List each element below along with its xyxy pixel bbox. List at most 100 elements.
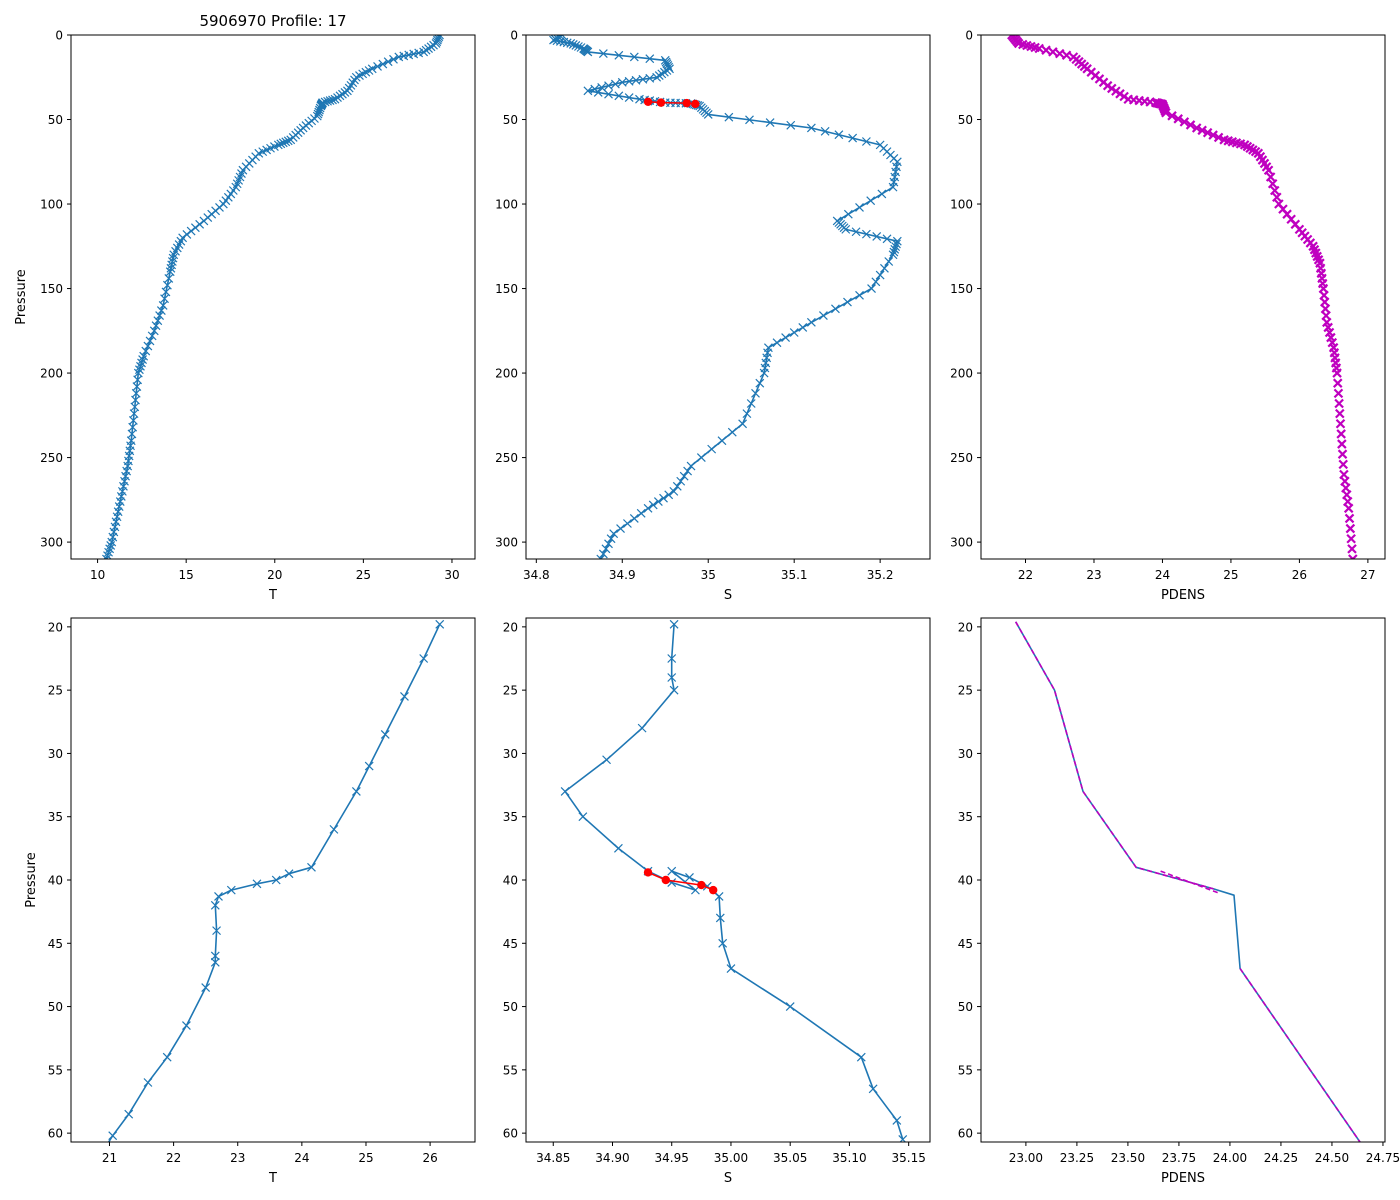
data-point-marker bbox=[856, 1052, 866, 1062]
data-point-marker bbox=[614, 91, 624, 101]
data-point-marker bbox=[746, 399, 756, 408]
y-tick-label: 60 bbox=[503, 1127, 518, 1141]
data-point-marker bbox=[419, 654, 429, 663]
data-point-marker bbox=[348, 78, 358, 88]
data-point-marker bbox=[872, 232, 882, 241]
data-point-marker bbox=[664, 490, 674, 500]
data-point-marker bbox=[1061, 50, 1072, 61]
y-tick-label: 50 bbox=[958, 113, 973, 127]
y-tick-label: 45 bbox=[503, 937, 518, 951]
x-tick-label: 26 bbox=[1292, 568, 1307, 582]
plot-area bbox=[102, 35, 444, 559]
data-point-marker bbox=[601, 544, 611, 554]
data-point-marker bbox=[890, 244, 900, 254]
y-tick-label: 35 bbox=[48, 810, 63, 824]
data-point-marker bbox=[1338, 459, 1349, 470]
series-line bbox=[1015, 621, 1214, 890]
data-point-marker bbox=[1317, 278, 1328, 289]
data-point-marker bbox=[316, 100, 326, 110]
series-line bbox=[648, 101, 696, 105]
data-point-marker bbox=[1346, 533, 1356, 544]
x-tick-label: 23.00 bbox=[1009, 1151, 1043, 1165]
data-point-marker bbox=[609, 529, 619, 539]
data-point-marker bbox=[1321, 310, 1331, 321]
data-point-marker bbox=[155, 311, 165, 321]
data-point-marker bbox=[1054, 48, 1065, 59]
data-point-marker bbox=[1332, 378, 1343, 388]
data-point-marker bbox=[149, 326, 159, 336]
data-point-marker bbox=[875, 270, 885, 280]
plot-area bbox=[1007, 35, 1358, 559]
data-point-marker bbox=[806, 123, 816, 133]
data-point-marker bbox=[383, 57, 393, 67]
data-point-marker bbox=[654, 71, 664, 80]
x-tick-label: 30 bbox=[444, 568, 459, 582]
data-point-marker bbox=[1167, 111, 1177, 121]
data-point-marker bbox=[108, 532, 118, 542]
data-point-marker bbox=[866, 196, 876, 206]
data-point-marker bbox=[1208, 130, 1218, 140]
y-tick-label: 300 bbox=[40, 536, 63, 550]
data-point-marker bbox=[435, 619, 445, 629]
data-point-marker bbox=[141, 346, 151, 356]
data-point-marker bbox=[738, 419, 748, 429]
data-point-marker bbox=[1342, 496, 1353, 507]
data-point-marker bbox=[798, 323, 808, 332]
data-point-marker bbox=[679, 471, 689, 481]
data-point-marker bbox=[882, 234, 892, 244]
data-point-marker bbox=[1185, 120, 1196, 130]
data-point-marker bbox=[707, 444, 717, 454]
x-axis-label: S bbox=[724, 588, 732, 603]
data-point-marker bbox=[164, 273, 174, 283]
data-point-marker bbox=[891, 242, 901, 252]
data-point-marker bbox=[103, 551, 112, 559]
data-point-marker bbox=[727, 427, 737, 437]
y-tick-label: 40 bbox=[48, 874, 63, 888]
x-tick-label: 25 bbox=[356, 568, 371, 582]
data-point-marker bbox=[160, 294, 169, 304]
x-tick-label: 23 bbox=[230, 1151, 245, 1165]
data-point-marker bbox=[203, 213, 213, 222]
data-point-marker bbox=[165, 267, 175, 277]
x-tick-label: 34.8 bbox=[523, 568, 550, 582]
data-point-marker bbox=[888, 250, 898, 260]
data-point-marker bbox=[1197, 125, 1207, 136]
series-line bbox=[647, 871, 714, 891]
data-point-marker bbox=[662, 66, 672, 75]
data-point-marker bbox=[724, 112, 734, 122]
data-point-marker bbox=[606, 534, 616, 544]
x-tick-label: 22 bbox=[166, 1151, 181, 1165]
x-tick-label: 27 bbox=[1360, 568, 1375, 582]
y-tick-label: 20 bbox=[958, 620, 973, 634]
y-tick-label: 35 bbox=[958, 810, 973, 824]
data-point-marker bbox=[624, 76, 634, 86]
data-point-marker bbox=[818, 311, 828, 321]
series-t bbox=[102, 619, 445, 1142]
data-point-marker bbox=[201, 983, 211, 993]
data-point-marker bbox=[171, 246, 180, 256]
data-point-marker bbox=[241, 162, 251, 172]
data-point-marker bbox=[686, 461, 696, 471]
data-point-marker bbox=[190, 223, 200, 233]
data-point-marker bbox=[143, 341, 153, 351]
data-point-marker bbox=[604, 539, 613, 549]
plot-area bbox=[560, 619, 908, 1142]
axes-frame bbox=[525, 34, 931, 560]
data-point-marker bbox=[288, 133, 298, 142]
y-tick-label: 30 bbox=[48, 747, 63, 761]
y-tick-label: 50 bbox=[48, 1000, 63, 1014]
data-point-marker bbox=[855, 202, 864, 212]
data-point-marker bbox=[892, 236, 902, 246]
y-tick-label: 150 bbox=[495, 282, 518, 296]
data-point-marker bbox=[1261, 162, 1272, 172]
data-point-marker bbox=[855, 290, 864, 300]
series-line bbox=[1239, 968, 1361, 1142]
data-point-marker bbox=[281, 137, 291, 147]
x-tick-label: 35.1 bbox=[781, 568, 808, 582]
data-point-marker bbox=[574, 42, 583, 51]
data-point-marker bbox=[623, 519, 632, 528]
data-point-marker bbox=[648, 500, 658, 510]
data-point-marker bbox=[1160, 106, 1170, 116]
data-point-marker bbox=[616, 524, 625, 533]
